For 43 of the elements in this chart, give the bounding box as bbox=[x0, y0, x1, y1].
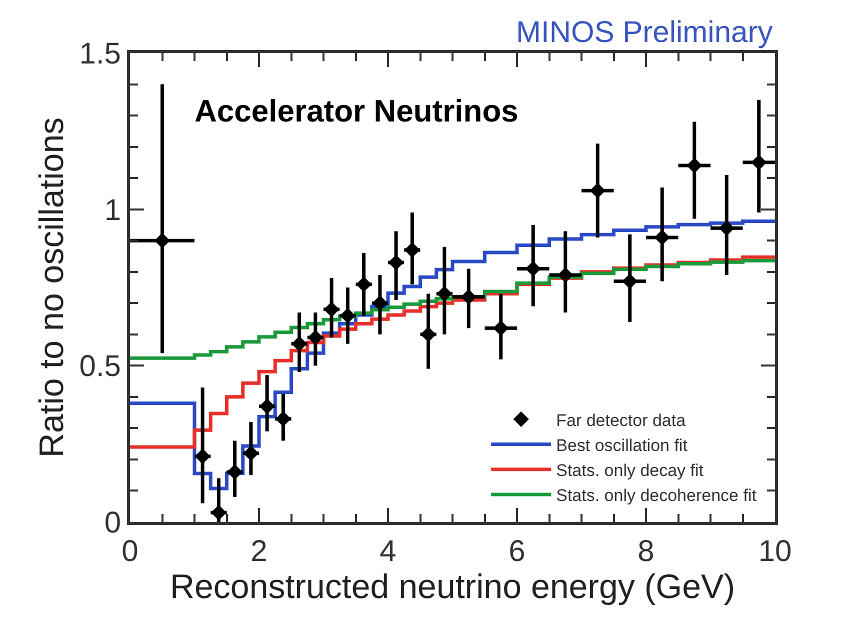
x-tick-label: 10 bbox=[758, 535, 792, 568]
x-tick-label: 6 bbox=[508, 535, 526, 568]
legend-label: Stats. only decoherence fit bbox=[556, 486, 757, 506]
point bbox=[324, 302, 340, 318]
x-tick-label: 8 bbox=[638, 535, 654, 568]
point bbox=[590, 182, 606, 198]
point bbox=[525, 260, 541, 277]
point bbox=[372, 295, 388, 311]
text: MINOS Preliminary bbox=[516, 16, 773, 49]
y-axis-title: Ratio to no oscillations bbox=[32, 117, 71, 458]
text: Accelerator Neutrinos bbox=[194, 94, 518, 129]
point bbox=[356, 276, 372, 292]
point bbox=[292, 336, 308, 352]
x-tick-label: 2 bbox=[250, 535, 268, 568]
point bbox=[460, 289, 476, 305]
point bbox=[558, 267, 574, 283]
point bbox=[308, 330, 324, 346]
point bbox=[210, 504, 226, 520]
point bbox=[751, 154, 767, 170]
point bbox=[404, 242, 420, 258]
y-tick-label: 0 bbox=[104, 506, 121, 540]
x-axis-title: Reconstructed neutrino energy (GeV) bbox=[170, 568, 736, 606]
legend-label: Far detector data bbox=[556, 410, 686, 430]
point bbox=[718, 220, 734, 236]
point bbox=[420, 326, 436, 342]
legend-label: Best oscillation fit bbox=[556, 436, 688, 455]
point bbox=[154, 232, 170, 248]
point bbox=[388, 254, 404, 270]
y-tick-label: 1 bbox=[104, 194, 121, 227]
point bbox=[194, 448, 210, 464]
point bbox=[227, 464, 243, 480]
x-tick-label: 4 bbox=[380, 535, 396, 568]
point bbox=[493, 320, 509, 336]
point bbox=[275, 411, 291, 427]
point bbox=[259, 398, 275, 414]
point bbox=[243, 445, 259, 462]
point bbox=[622, 273, 638, 290]
y-tick-label: 0.5 bbox=[79, 350, 121, 384]
point bbox=[340, 308, 356, 324]
point bbox=[654, 230, 670, 246]
point bbox=[686, 158, 702, 174]
legend-label: Stats. only decay fit bbox=[556, 461, 704, 480]
y-tick-label: 1.5 bbox=[79, 38, 121, 70]
